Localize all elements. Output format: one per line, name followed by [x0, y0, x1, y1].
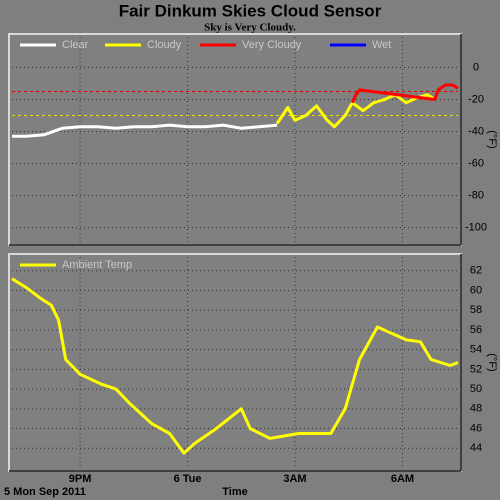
y-tick-label: 50 — [470, 383, 482, 395]
x-tick-label: 9PM — [69, 473, 92, 485]
y-tick-label: -80 — [468, 189, 484, 201]
plot-area — [8, 253, 462, 472]
legend-label: Wet — [372, 39, 391, 51]
y-tick-label: -40 — [468, 125, 484, 137]
y-tick-label: -60 — [468, 157, 484, 169]
legend-label: Clear — [62, 39, 89, 51]
y-tick-label: 44 — [470, 442, 482, 454]
y-tick-label: 54 — [470, 344, 482, 356]
x-tick-label: 3AM — [283, 473, 306, 485]
y-axis-label: (°F) — [486, 130, 498, 148]
legend-label: Cloudy — [147, 39, 182, 51]
y-axis-label: (°F) — [486, 353, 498, 371]
y-tick-label: -20 — [468, 93, 484, 105]
y-tick-label: 56 — [470, 324, 482, 336]
y-tick-label: 46 — [470, 422, 482, 434]
legend-label: Very Cloudy — [242, 39, 302, 51]
y-tick-label: 62 — [470, 265, 482, 277]
y-tick-label: 52 — [470, 363, 482, 375]
data-line — [11, 277, 459, 455]
y-tick-label: 60 — [470, 284, 482, 296]
data-line — [350, 83, 459, 104]
data-line — [12, 123, 278, 138]
title: Fair Dinkum Skies Cloud Sensor — [119, 1, 382, 20]
y-tick-label: 48 — [470, 403, 482, 415]
date-label: 5 Mon Sep 2011 — [4, 486, 86, 498]
y-tick-label: 58 — [470, 304, 482, 316]
x-tick-label: 6AM — [391, 473, 414, 485]
y-tick-label: 0 — [473, 61, 479, 73]
legend-label: Ambient Temp — [62, 259, 132, 271]
plot-area — [8, 33, 462, 246]
x-tick-label: 6 Tue — [174, 473, 202, 485]
y-tick-label: -100 — [465, 221, 487, 233]
x-axis-label: Time — [222, 486, 247, 498]
subtitle: Sky is Very Cloudy. — [204, 22, 296, 34]
